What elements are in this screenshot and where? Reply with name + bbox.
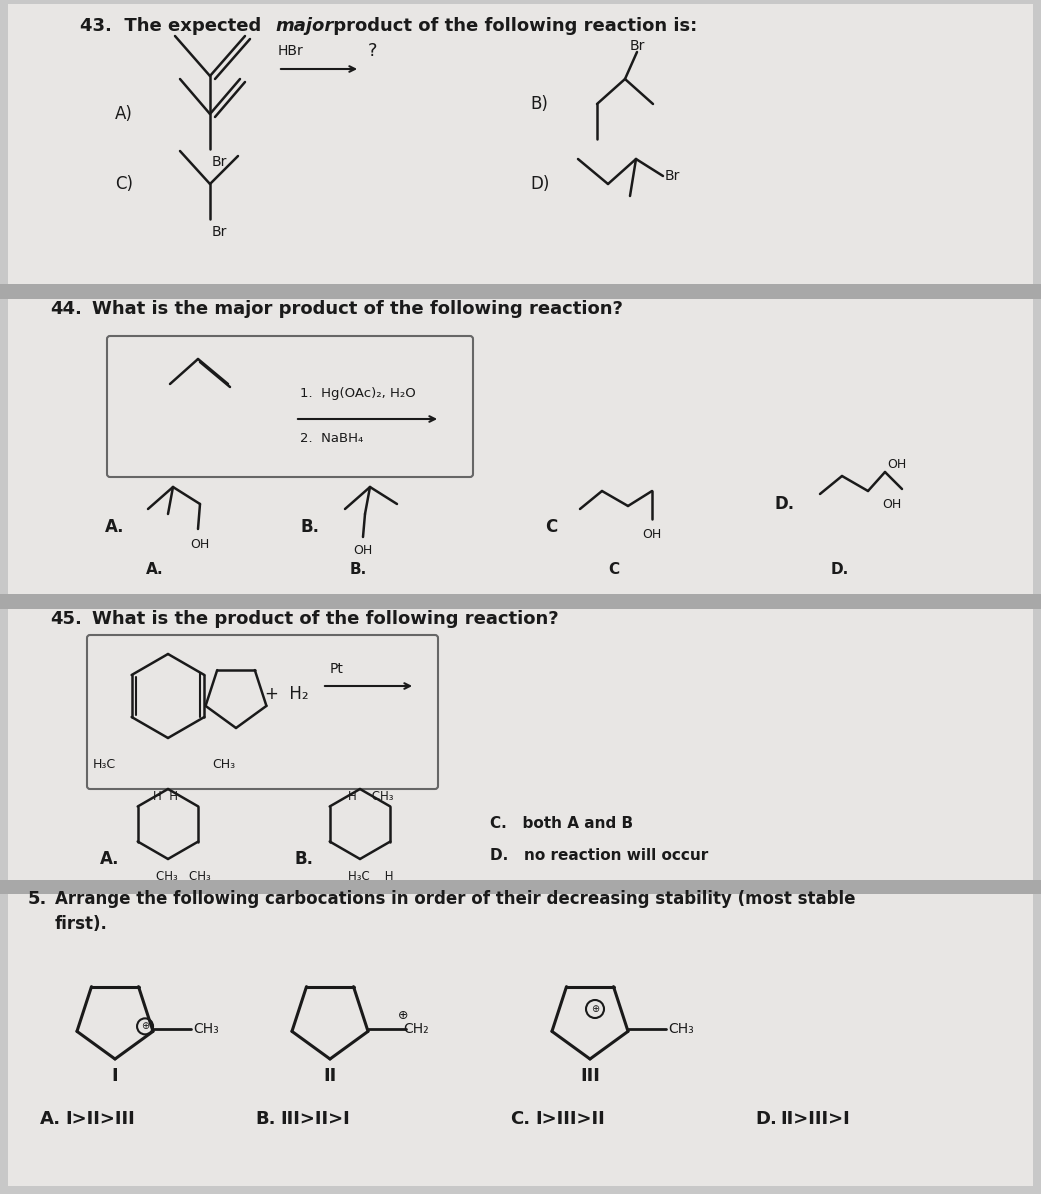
Text: 43.  The expected: 43. The expected xyxy=(80,17,268,35)
Text: C): C) xyxy=(115,176,133,193)
Text: HBr: HBr xyxy=(278,44,304,59)
Text: C: C xyxy=(545,518,557,536)
Text: 1.  Hg(OAc)₂, H₂O: 1. Hg(OAc)₂, H₂O xyxy=(300,388,415,400)
Text: 5.: 5. xyxy=(28,890,48,907)
Text: What is the product of the following reaction?: What is the product of the following rea… xyxy=(92,610,559,628)
Text: OH: OH xyxy=(887,457,907,470)
Text: II>III>I: II>III>I xyxy=(780,1110,849,1128)
Text: H₃C: H₃C xyxy=(93,757,117,770)
Text: ?: ? xyxy=(369,42,378,60)
Text: A): A) xyxy=(115,105,133,123)
Text: CH₃   CH₃: CH₃ CH₃ xyxy=(156,869,210,882)
Text: H  H: H H xyxy=(153,789,178,802)
Text: B.: B. xyxy=(255,1110,276,1128)
Text: C.: C. xyxy=(510,1110,530,1128)
FancyBboxPatch shape xyxy=(87,635,438,789)
Text: 44.: 44. xyxy=(50,300,82,318)
Text: B): B) xyxy=(530,96,548,113)
Text: Br: Br xyxy=(212,155,227,170)
Text: 2.  NaBH₄: 2. NaBH₄ xyxy=(300,432,363,445)
Text: I: I xyxy=(111,1067,119,1085)
Text: ⊕: ⊕ xyxy=(141,1021,149,1032)
Text: CH₃: CH₃ xyxy=(193,1022,219,1036)
Text: CH₂: CH₂ xyxy=(403,1022,429,1036)
Text: OH: OH xyxy=(882,498,902,511)
Text: Br: Br xyxy=(665,170,681,183)
Text: D.: D. xyxy=(831,561,849,577)
Text: OH: OH xyxy=(642,528,661,541)
FancyBboxPatch shape xyxy=(107,336,473,476)
Text: C.   both A and B: C. both A and B xyxy=(490,817,633,831)
Text: CH₃: CH₃ xyxy=(212,757,235,770)
Bar xyxy=(0,593,1041,609)
Text: first).: first). xyxy=(55,915,108,933)
Text: What is the major product of the following reaction?: What is the major product of the followi… xyxy=(92,300,623,318)
Text: III: III xyxy=(580,1067,600,1085)
Text: A.: A. xyxy=(105,518,125,536)
Text: I>III>II: I>III>II xyxy=(535,1110,605,1128)
Text: C: C xyxy=(608,561,619,577)
Text: ⊕: ⊕ xyxy=(591,1004,599,1014)
Text: D.: D. xyxy=(755,1110,777,1128)
Text: +  H₂: + H₂ xyxy=(265,685,308,703)
Bar xyxy=(0,880,1041,894)
Text: ⊕: ⊕ xyxy=(398,1009,408,1022)
Text: D): D) xyxy=(530,176,550,193)
Text: A.: A. xyxy=(146,561,163,577)
Text: OH: OH xyxy=(191,537,209,550)
Bar xyxy=(8,609,1033,884)
Text: A.: A. xyxy=(100,850,120,868)
Text: Arrange the following carbocations in order of their decreasing stability (most : Arrange the following carbocations in or… xyxy=(55,890,856,907)
Text: A.: A. xyxy=(40,1110,61,1128)
Bar xyxy=(8,294,1033,599)
Text: D.   no reaction will occur: D. no reaction will occur xyxy=(490,849,708,863)
Text: B.: B. xyxy=(295,850,314,868)
Text: Br: Br xyxy=(212,224,227,239)
Text: III>II>I: III>II>I xyxy=(280,1110,350,1128)
Text: major: major xyxy=(275,17,333,35)
Text: CH₃: CH₃ xyxy=(668,1022,693,1036)
Bar xyxy=(8,4,1033,289)
Text: I>II>III: I>II>III xyxy=(65,1110,134,1128)
Text: H₃C    H: H₃C H xyxy=(348,869,393,882)
Text: Br: Br xyxy=(630,39,645,53)
Text: 45.: 45. xyxy=(50,610,82,628)
Bar xyxy=(0,284,1041,298)
Text: B.: B. xyxy=(350,561,366,577)
Text: OH: OH xyxy=(353,544,373,558)
Text: B.: B. xyxy=(300,518,319,536)
Text: product of the following reaction is:: product of the following reaction is: xyxy=(327,17,697,35)
Text: II: II xyxy=(324,1067,336,1085)
Text: Pt: Pt xyxy=(330,661,344,676)
Bar xyxy=(8,890,1033,1186)
Text: H    CH₃: H CH₃ xyxy=(348,789,393,802)
Text: D.: D. xyxy=(775,496,795,513)
